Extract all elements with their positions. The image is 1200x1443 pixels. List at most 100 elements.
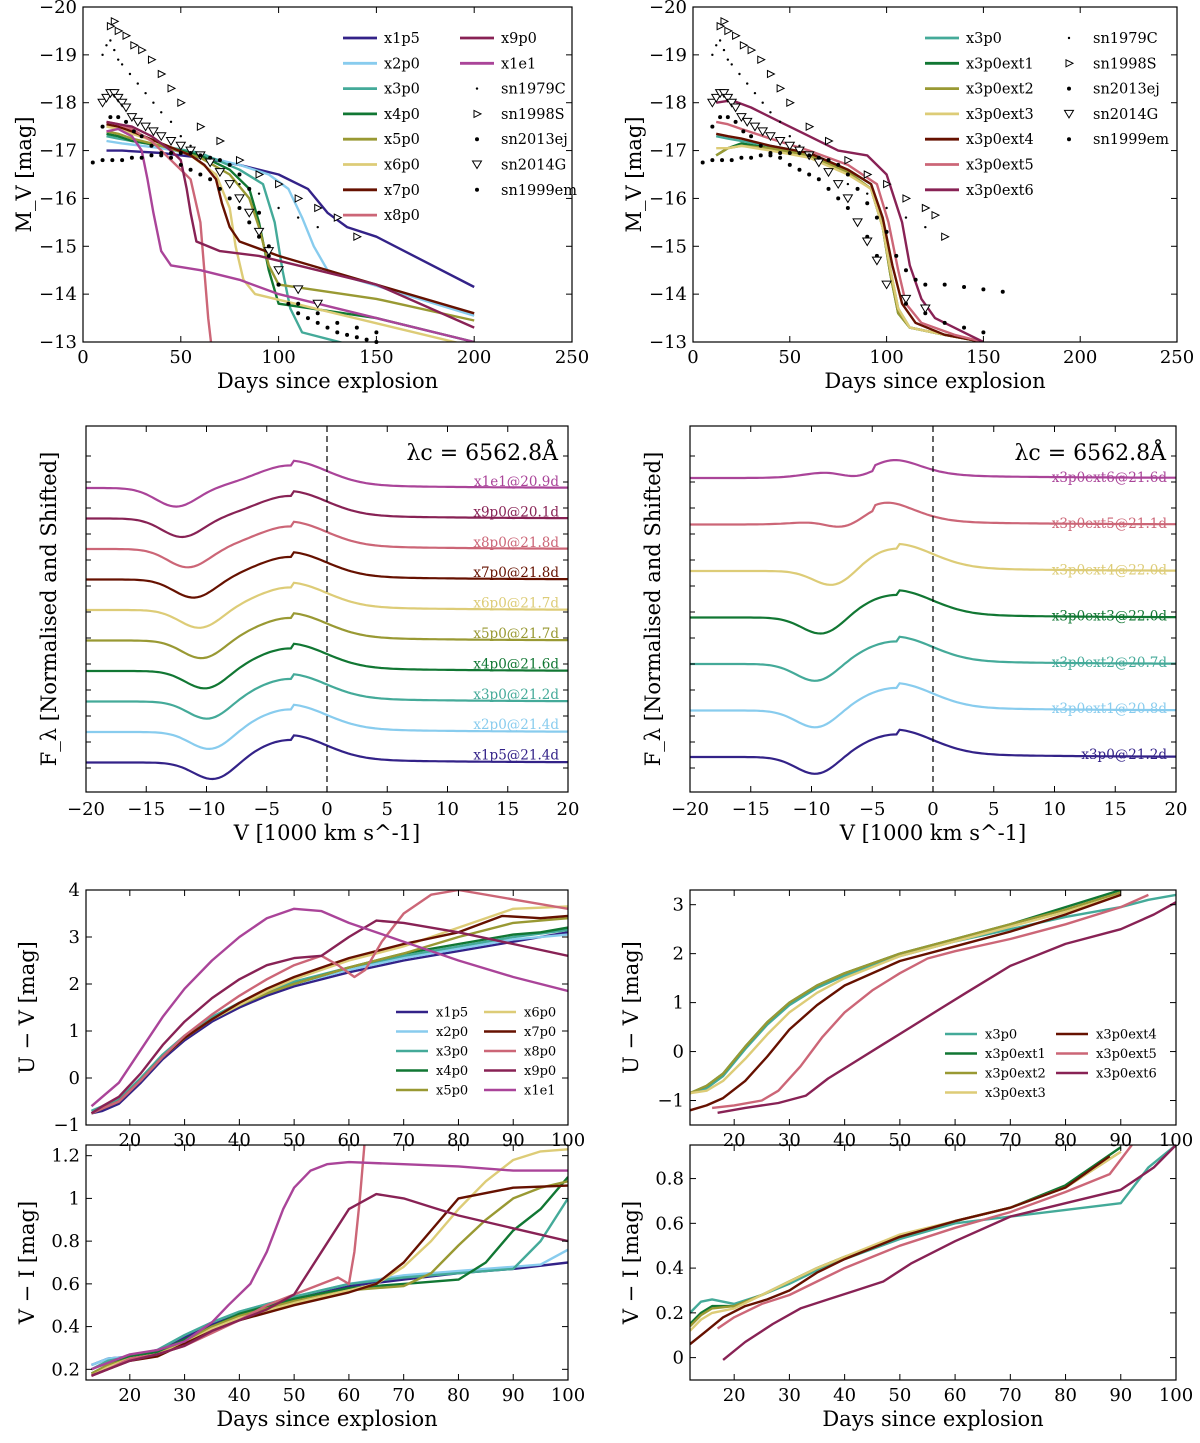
observation-marker (237, 206, 242, 210)
x-axis-label: V [1000 km s^-1] (839, 821, 1027, 845)
observation-marker (128, 72, 132, 76)
observation-marker (314, 203, 323, 213)
y-tick-label: −17 (649, 141, 687, 162)
legend-label: x5p0 (384, 132, 420, 148)
x-tick-label: 80 (447, 1385, 470, 1406)
observation-marker (117, 58, 120, 61)
y-tick-label: −14 (649, 284, 687, 305)
observation-marker (217, 158, 222, 163)
observation-marker (108, 115, 113, 120)
x-tick-label: −5 (859, 799, 886, 820)
x-tick-label: 0 (77, 347, 88, 368)
observation-marker (132, 117, 144, 127)
observation-marker (315, 320, 320, 325)
observation-marker (913, 277, 918, 282)
y-tick-label: 0.4 (655, 1258, 684, 1279)
x-tick-label: 0 (321, 799, 332, 820)
y-tick-label: −1 (53, 1115, 80, 1136)
color-curve-line (90, 1180, 568, 1375)
x-tick-label: −20 (67, 799, 105, 820)
color-curve-line (690, 893, 1176, 1095)
y-axis-label: U − V [mag] (15, 941, 39, 1074)
legend-marker (475, 87, 479, 90)
panel-u-minus-v-right: 20 30 40 50 60 70 80 90 100 −1 0 1 2 3 U − V [mag] x3p0… (619, 889, 1193, 1151)
color-curve-line (690, 1145, 1176, 1314)
color-curve-line (90, 919, 568, 1115)
observation-marker (836, 162, 841, 167)
observation-marker (165, 137, 177, 146)
color-curve-line (690, 1150, 1122, 1328)
legend-label: x3p0ext5 (1096, 1047, 1157, 1062)
legend-label: x3p0ext3 (966, 107, 1034, 123)
plot-frame (82, 6, 573, 343)
legend-label: x3p0 (436, 1045, 468, 1060)
observation-marker (157, 69, 167, 79)
observation-marker (247, 220, 252, 225)
x-axis-label: Days since explosion (824, 369, 1045, 393)
observation-marker (354, 335, 359, 340)
observation-marker (144, 91, 147, 95)
observation-marker (883, 179, 892, 189)
observation-marker (747, 45, 757, 55)
x-tick-label: 50 (169, 347, 192, 368)
legend-label: x3p0ext3 (985, 1086, 1046, 1101)
spectrum-label: x2p0@21.4d (473, 717, 559, 733)
x-tick-label: 60 (944, 1385, 967, 1406)
observation-marker (981, 330, 986, 335)
x-tick-label: 20 (118, 1385, 141, 1406)
y-tick-label: −19 (39, 45, 77, 66)
y-tick-label: 0.6 (655, 1213, 684, 1234)
observation-marker (255, 170, 265, 179)
x-tick-label: 60 (337, 1385, 360, 1406)
spectrum-label: x7p0@21.8d (473, 565, 559, 581)
observation-marker (101, 53, 104, 57)
legend-label: sn2014G (501, 158, 566, 174)
observation-marker (720, 17, 730, 26)
plot-frame (692, 6, 1178, 343)
x-tick-label: 150 (966, 347, 1000, 368)
halpha-spectrum-line (86, 673, 568, 720)
color-curve-line (91, 1145, 366, 1377)
observation-marker (718, 39, 722, 42)
observation-marker (149, 143, 154, 148)
y-tick-label: −1 (657, 1091, 684, 1112)
observation-marker (924, 225, 927, 229)
legend-label: x3p0ext1 (966, 56, 1034, 72)
observation-marker (826, 186, 831, 191)
observation-marker (941, 232, 950, 242)
x-tick-label: −10 (188, 799, 226, 820)
observation-marker (177, 98, 186, 108)
x-tick-label: 40 (833, 1385, 856, 1406)
observation-marker (227, 162, 232, 167)
observation-marker (766, 69, 776, 79)
observation-marker (903, 268, 908, 273)
x-tick-label: 50 (283, 1130, 306, 1151)
x-tick-label: 15 (1104, 799, 1127, 820)
observation-marker (710, 158, 715, 163)
legend-label: x3p0ext6 (966, 183, 1034, 199)
y-axis-label: V − I [mag] (619, 1201, 643, 1325)
plot-frame (689, 1144, 1177, 1381)
x-tick-label: 90 (502, 1130, 525, 1151)
observation-marker (109, 39, 112, 42)
x-tick-label: 90 (502, 1385, 525, 1406)
observation-marker (739, 40, 749, 50)
legend-label: x8p0 (524, 1045, 556, 1060)
observation-marker (276, 282, 281, 287)
color-curve-line (711, 893, 1149, 1110)
color-curve-line (91, 890, 568, 1115)
y-axis-label: M_V [mag] (622, 116, 646, 232)
observation-marker (178, 150, 183, 155)
observation-marker (257, 192, 261, 195)
observation-marker (196, 122, 206, 131)
observation-marker (179, 135, 182, 138)
observation-marker (845, 206, 850, 210)
observation-marker (294, 194, 304, 203)
x-tick-label: 40 (228, 1130, 251, 1151)
halpha-spectrum-line (690, 682, 1176, 729)
observation-marker (138, 45, 147, 55)
observation-marker (797, 150, 802, 155)
observation-marker (874, 215, 879, 220)
x-tick-label: −5 (253, 799, 280, 820)
observation-marker (866, 192, 869, 195)
